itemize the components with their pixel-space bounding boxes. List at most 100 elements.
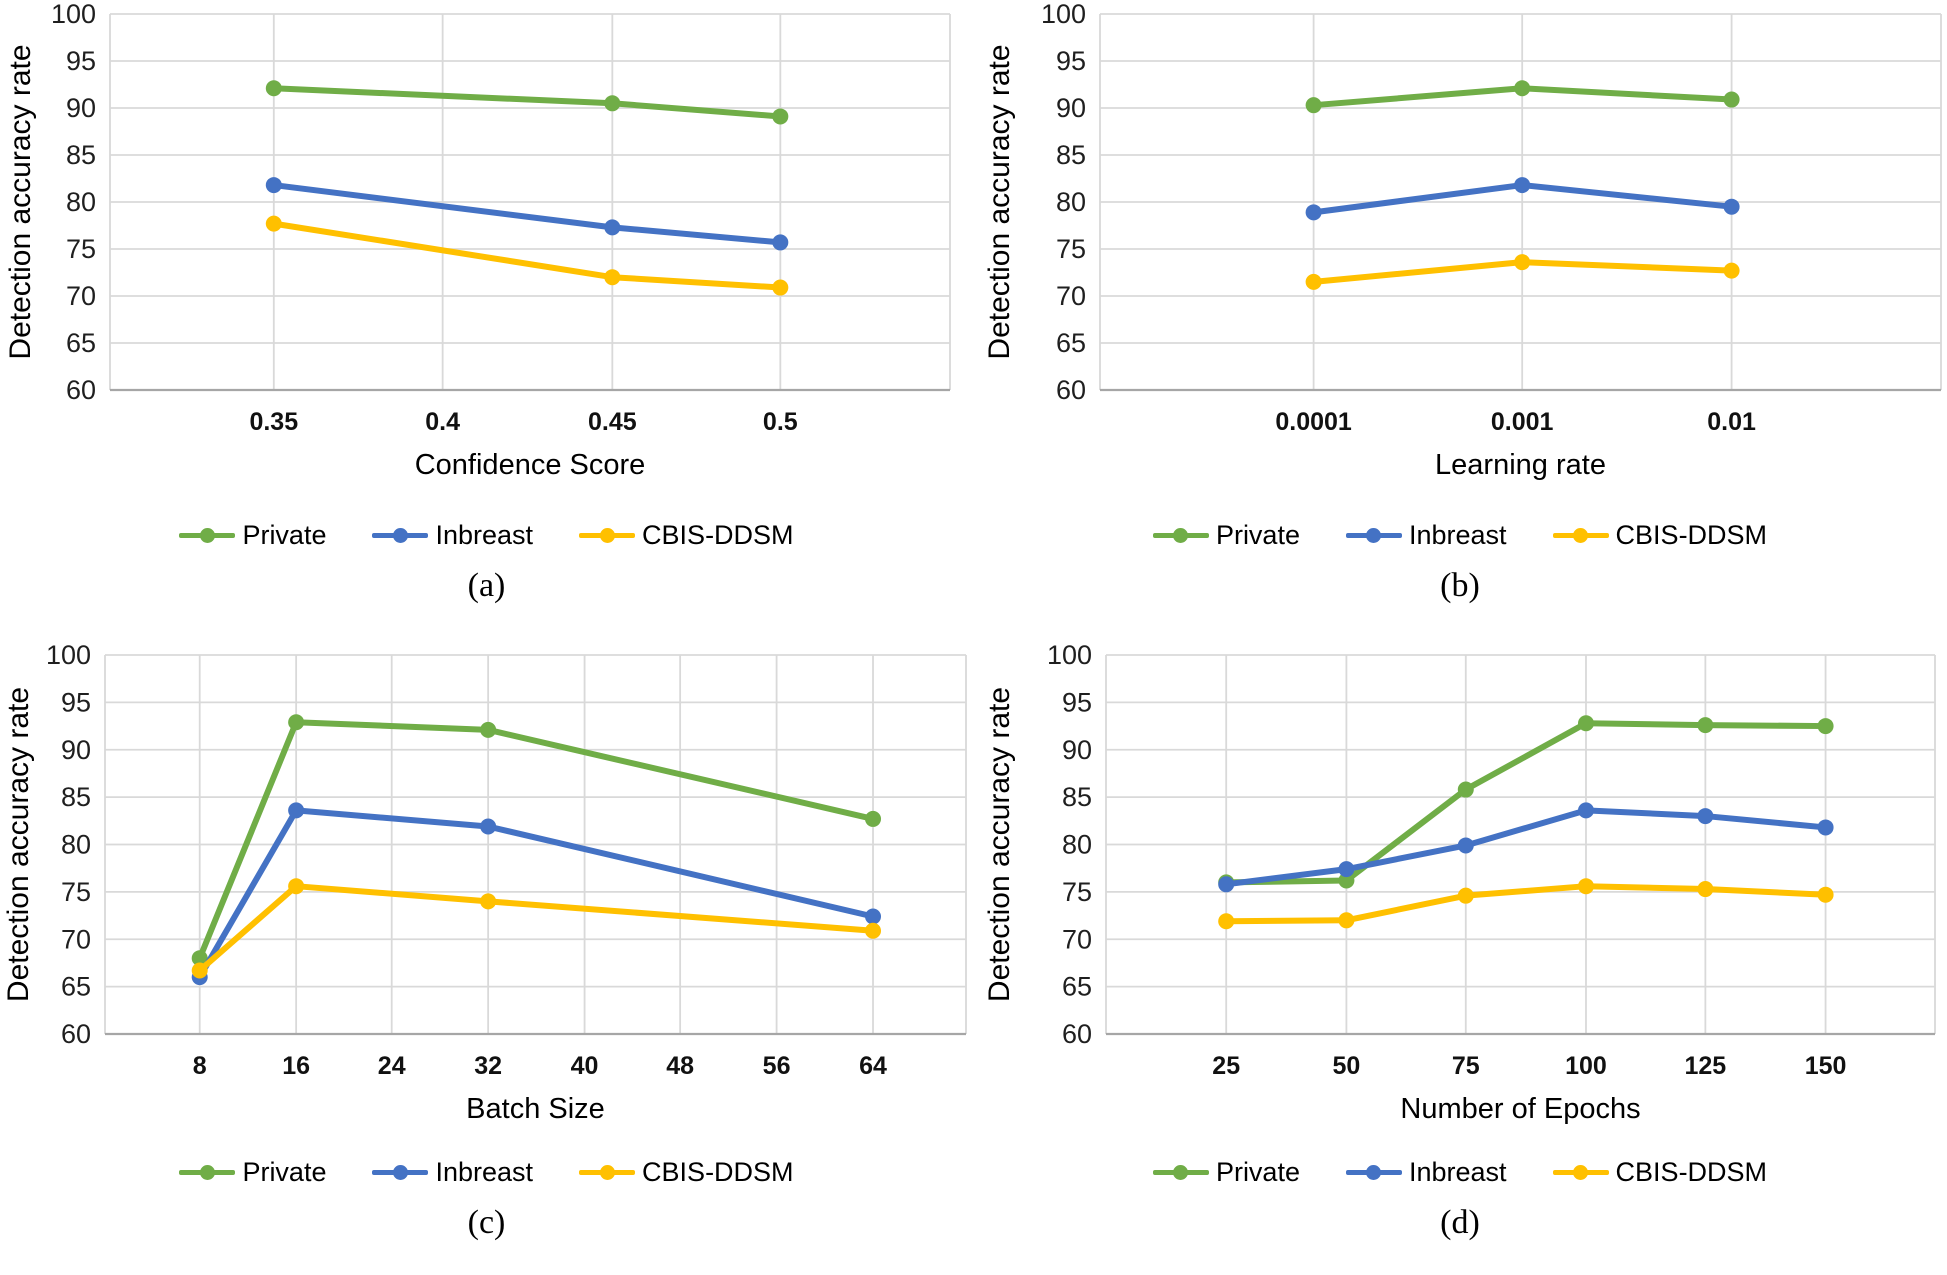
data-point-inbreast xyxy=(1457,837,1474,854)
legend-label: CBIS-DDSM xyxy=(642,1157,794,1187)
x-tick-label: 0.35 xyxy=(249,408,298,436)
data-point-cbis xyxy=(865,922,882,939)
data-point-cbis xyxy=(1218,913,1235,930)
y-tick-label: 80 xyxy=(66,187,96,217)
y-tick-label: 75 xyxy=(66,234,96,264)
series-line-private xyxy=(1223,720,1829,886)
legend-item-private: Private xyxy=(1152,1157,1300,1188)
series-line-cbis xyxy=(196,883,877,974)
x-axis-title: Confidence Score xyxy=(415,449,646,481)
chart-d-canvas: 60 65 70 75 80 85 90 95 100 25 50 75 100 125 150 Number… xyxy=(983,640,1936,1125)
y-tick-label: 70 xyxy=(66,281,96,311)
y-axis-title: Detection accuracy rate xyxy=(2,687,35,1002)
y-tick-label: 95 xyxy=(1056,46,1086,76)
data-point-inbreast xyxy=(1338,861,1355,878)
y-tick-label: 85 xyxy=(66,140,96,170)
y-tick-label: 95 xyxy=(66,46,96,76)
x-tick-label: 50 xyxy=(1333,1052,1361,1080)
data-point-cbis xyxy=(1817,886,1834,903)
x-tick-label: 25 xyxy=(1212,1052,1240,1080)
legend-marker-icon xyxy=(579,528,636,544)
y-tick-label: 80 xyxy=(61,830,91,860)
legend-label: Private xyxy=(1215,520,1300,550)
x-tick-label: 16 xyxy=(282,1052,310,1080)
legend-label: Private xyxy=(242,1157,327,1187)
legend-marker-icon xyxy=(179,1165,236,1181)
x-tick-label: 40 xyxy=(571,1052,599,1080)
legend-marker-icon xyxy=(1552,528,1609,544)
x-tick-label: 0.45 xyxy=(588,408,637,436)
x-tick-label: 0.01 xyxy=(1707,408,1756,436)
legend-label: Inbreast xyxy=(435,520,534,550)
chart-d-plot: 60 65 70 75 80 85 90 95 100 25 50 75 100 125 150 Number… xyxy=(973,637,1947,1137)
legend-item-private: Private xyxy=(179,1157,326,1188)
legend-item-cbis: CBIS-DDSM xyxy=(1552,1157,1768,1188)
x-axis-title: Batch Size xyxy=(466,1093,605,1125)
y-tick-label: 85 xyxy=(1056,140,1086,170)
x-tick-label: 56 xyxy=(763,1052,791,1080)
y-tick-label: 85 xyxy=(61,782,91,812)
data-point-private xyxy=(772,108,789,125)
data-point-inbreast xyxy=(1817,819,1834,836)
data-point-cbis xyxy=(1514,254,1531,271)
x-tick-label: 125 xyxy=(1685,1052,1727,1080)
legend-marker-icon xyxy=(1152,528,1209,544)
data-point-private xyxy=(191,950,208,967)
data-point-cbis xyxy=(288,878,305,895)
y-tick-label: 65 xyxy=(1062,972,1092,1002)
legend-marker-icon xyxy=(1552,1165,1609,1181)
chart-d: 60 65 70 75 80 85 90 95 100 25 50 75 100 125 150 Number… xyxy=(973,637,1947,1275)
data-point-inbreast xyxy=(1218,876,1235,893)
data-point-private xyxy=(1723,91,1740,108)
y-tick-label: 60 xyxy=(1062,1019,1092,1049)
data-point-private xyxy=(865,810,882,827)
x-tick-label: 64 xyxy=(859,1052,887,1080)
chart-d-legend: Private Inbreast CBIS-DDSM xyxy=(1152,1157,1768,1188)
chart-b-canvas: 60 65 70 75 80 85 90 95 100 0.0001 0.001 0.01 Learni… xyxy=(983,0,1942,481)
data-point-inbreast xyxy=(480,818,497,835)
chart-a-caption: (a) xyxy=(467,567,506,604)
y-tick-label: 95 xyxy=(1062,687,1092,717)
x-tick-label: 75 xyxy=(1452,1052,1480,1080)
chart-a-canvas: 60 65 70 75 80 85 90 95 100 0.35 0.4 0.45 0.5 Confide… xyxy=(4,0,951,481)
chart-c-canvas: 60 65 70 75 80 85 90 95 100 8 16 24 32 40 48 56 64 Batch … xyxy=(2,640,967,1125)
series-line-private xyxy=(270,85,784,120)
legend-item-cbis: CBIS-DDSM xyxy=(579,520,794,551)
x-axis-title: Number of Epochs xyxy=(1400,1093,1640,1125)
y-tick-label: 95 xyxy=(61,687,91,717)
y-tick-label: 75 xyxy=(1056,234,1086,264)
legend-item-cbis: CBIS-DDSM xyxy=(579,1157,794,1188)
legend-item-cbis: CBIS-DDSM xyxy=(1552,520,1768,551)
data-point-private xyxy=(1817,718,1834,735)
x-tick-label: 32 xyxy=(474,1052,502,1080)
chart-b-plot: 60 65 70 75 80 85 90 95 100 0.0001 0.001 0.01 Learni… xyxy=(973,0,1947,492)
series-line-private xyxy=(196,719,877,962)
x-tick-label: 48 xyxy=(666,1052,694,1080)
y-tick-label: 70 xyxy=(1056,281,1086,311)
y-axis-title: Detection accuracy rate xyxy=(4,44,37,359)
y-tick-label: 75 xyxy=(61,877,91,907)
legend-label: CBIS-DDSM xyxy=(1615,1157,1768,1187)
y-tick-label: 90 xyxy=(1056,93,1086,123)
chart-c-caption: (c) xyxy=(467,1204,506,1241)
data-point-cbis xyxy=(1697,881,1714,898)
x-tick-label: 100 xyxy=(1565,1052,1607,1080)
data-point-cbis xyxy=(191,962,208,979)
y-tick-label: 90 xyxy=(61,735,91,765)
data-point-private xyxy=(1577,715,1594,732)
data-point-inbreast xyxy=(1514,177,1531,194)
chart-b-caption: (b) xyxy=(1440,567,1480,604)
data-point-private xyxy=(1305,97,1322,114)
x-tick-label: 8 xyxy=(193,1052,207,1080)
y-tick-label: 80 xyxy=(1062,830,1092,860)
y-tick-label: 90 xyxy=(1062,735,1092,765)
legend-label: CBIS-DDSM xyxy=(1615,520,1768,550)
y-tick-label: 65 xyxy=(61,972,91,1002)
data-point-inbreast xyxy=(604,219,621,236)
data-point-cbis xyxy=(1338,912,1355,929)
data-point-cbis xyxy=(604,269,621,286)
legend-label: Private xyxy=(242,520,327,550)
legend-marker-icon xyxy=(372,528,429,544)
chart-a-legend: Private Inbreast CBIS-DDSM xyxy=(179,520,794,551)
